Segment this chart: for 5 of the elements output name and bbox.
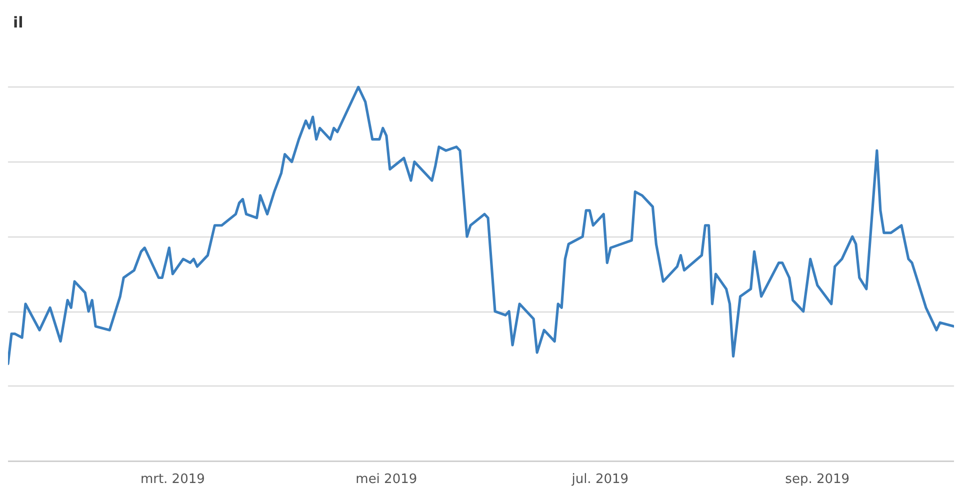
x-tick-label: sep. 2019	[785, 472, 850, 487]
x-tick-label: mei 2019	[356, 472, 418, 487]
x-tick-label: jul. 2019	[570, 472, 629, 487]
x-tick-label: mrt. 2019	[140, 472, 205, 487]
chart-title: il	[13, 14, 24, 32]
